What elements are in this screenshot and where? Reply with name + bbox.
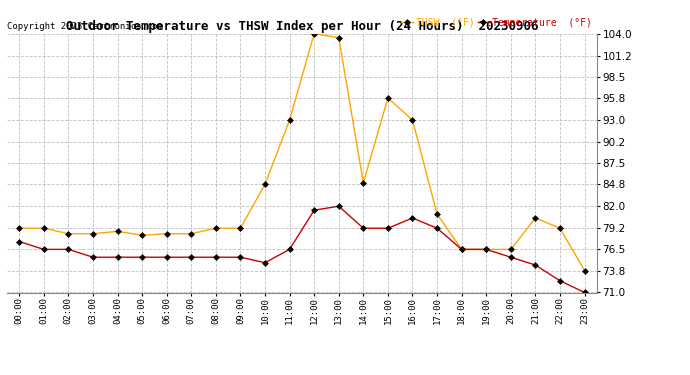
Temperature  (°F) [506,255,515,260]
Temperature  (°F) [408,216,417,220]
Title: Outdoor Temperature vs THSW Index per Hour (24 Hours)  20230906: Outdoor Temperature vs THSW Index per Ho… [66,20,538,33]
THSW  (°F) [506,247,515,252]
Temperature  (°F) [261,261,269,265]
Line: Temperature  (°F): Temperature (°F) [17,204,586,295]
THSW  (°F) [433,212,441,216]
Temperature  (°F) [531,263,540,267]
THSW  (°F) [531,216,540,220]
Temperature  (°F) [187,255,195,260]
THSW  (°F) [482,247,491,252]
THSW  (°F) [64,231,72,236]
Temperature  (°F) [212,255,220,260]
Temperature  (°F) [457,247,466,252]
Temperature  (°F) [15,239,23,244]
THSW  (°F) [163,231,171,236]
THSW  (°F) [457,247,466,252]
Temperature  (°F) [556,279,564,283]
Temperature  (°F) [335,204,343,209]
Temperature  (°F) [384,226,392,231]
Temperature  (°F) [113,255,121,260]
THSW  (°F) [408,118,417,122]
THSW  (°F) [359,180,368,185]
THSW  (°F) [580,268,589,273]
Temperature  (°F) [286,247,294,252]
Temperature  (°F) [163,255,171,260]
THSW  (°F) [286,118,294,122]
Temperature  (°F) [433,226,441,231]
Temperature  (°F) [482,247,491,252]
THSW  (°F) [39,226,48,231]
Temperature  (°F) [138,255,146,260]
Legend: THSW  (°F), Temperature  (°F): THSW (°F), Temperature (°F) [397,14,596,32]
THSW  (°F) [113,229,121,234]
Temperature  (°F) [89,255,97,260]
Temperature  (°F) [580,290,589,295]
Temperature  (°F) [64,247,72,252]
THSW  (°F) [15,226,23,231]
THSW  (°F) [89,231,97,236]
Temperature  (°F) [236,255,244,260]
Temperature  (°F) [359,226,368,231]
Text: Copyright 2023 Cartronics.com: Copyright 2023 Cartronics.com [7,22,163,31]
THSW  (°F) [556,226,564,231]
THSW  (°F) [261,182,269,186]
THSW  (°F) [310,32,318,36]
Temperature  (°F) [310,208,318,212]
Line: THSW  (°F): THSW (°F) [17,32,586,273]
THSW  (°F) [335,35,343,40]
THSW  (°F) [384,96,392,100]
THSW  (°F) [138,233,146,237]
THSW  (°F) [187,231,195,236]
THSW  (°F) [212,226,220,231]
Temperature  (°F) [39,247,48,252]
THSW  (°F) [236,226,244,231]
